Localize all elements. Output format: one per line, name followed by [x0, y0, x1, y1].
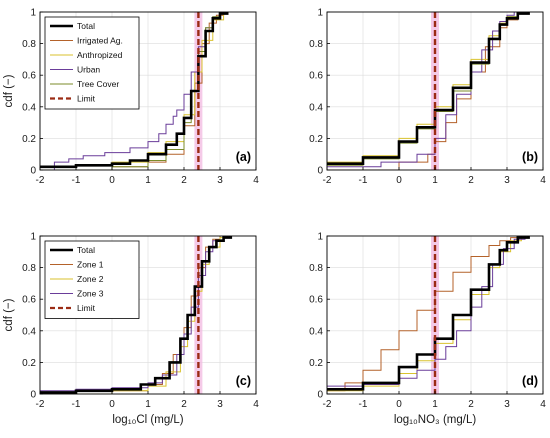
series-line-urban	[327, 12, 515, 168]
x-tick-label: 3	[217, 175, 223, 186]
panel-d: -2 -1 0 1 2 3 4 0 0.2 0.4 0.6 0.8 1 (d) log₁₀NO₃ (mg/L…	[309, 232, 546, 427]
y-tick-label: 0.2	[22, 134, 36, 145]
x-tick-label: -1	[72, 175, 81, 186]
y-tick-label: 0.6	[309, 295, 323, 306]
x-tick-label: 1	[145, 175, 151, 186]
series-group	[40, 236, 233, 394]
series-line-urban	[40, 12, 221, 170]
y-tick-label: 0.6	[22, 295, 36, 306]
y-tick-label: 1	[317, 8, 323, 19]
y-axis-label: cdf (−)	[3, 298, 15, 331]
legend-label-limit: Limit	[77, 303, 96, 313]
x-tick-label: -1	[359, 399, 368, 410]
x-tick-label: 0	[396, 399, 402, 410]
legend-label-urban: Urban	[77, 65, 100, 75]
x-tick-label: 3	[504, 399, 510, 410]
y-tick-label: 0.2	[309, 358, 323, 369]
y-tick-label: 0.6	[309, 71, 323, 82]
x-tick-label: -2	[36, 399, 45, 410]
panel-label: (a)	[236, 150, 251, 164]
x-tick-label: -2	[36, 175, 45, 186]
x-tick-label: 2	[468, 175, 474, 186]
x-axis-label: log₁₀Cl (mg/L)	[112, 414, 183, 426]
legend-label-limit: Limit	[77, 94, 96, 104]
x-tick-label: 0	[396, 175, 402, 186]
y-tick-label: 0.8	[22, 263, 36, 274]
series-line-total	[327, 236, 530, 391]
y-tick-label: 0	[317, 166, 323, 177]
limit-band	[431, 236, 439, 394]
panel-label: (b)	[522, 150, 538, 164]
x-tick-label: 1	[432, 175, 438, 186]
legend-label-irrigated: Irrigated Ag.	[77, 36, 123, 46]
series-line-total	[40, 236, 233, 394]
legend-label-tree: Tree Cover	[77, 79, 119, 89]
series-line-irrigated	[327, 12, 530, 170]
y-tick-label: 0.8	[22, 39, 36, 50]
legend-box	[44, 16, 140, 110]
y-tick-label: 0.2	[309, 134, 323, 145]
legend-label-total: Total	[77, 245, 95, 255]
series-group	[40, 12, 229, 170]
y-tick-label: 1	[317, 232, 323, 243]
legend-label-zone2: Zone 2	[77, 274, 104, 284]
x-tick-label: -2	[323, 175, 332, 186]
x-tick-label: 0	[109, 175, 115, 186]
x-tick-label: 2	[181, 175, 187, 186]
legend: Total Irrigated Ag. Anthropized Urban Tree C…	[44, 16, 140, 110]
y-tick-label: 0.8	[309, 263, 323, 274]
x-tick-label: 2	[468, 399, 474, 410]
y-tick-label: 0.4	[309, 102, 323, 113]
x-tick-label: 4	[253, 175, 259, 186]
legend-label-zone3: Zone 3	[77, 289, 104, 299]
y-axis-label: cdf (−)	[3, 74, 15, 107]
limit-band	[194, 236, 203, 394]
x-tick-label: 4	[540, 175, 546, 186]
y-tick-label: 1	[30, 8, 36, 19]
legend-box	[44, 240, 140, 319]
x-tick-label: 1	[145, 399, 151, 410]
x-tick-label: 3	[217, 399, 223, 410]
legend-label-total: Total	[77, 21, 95, 31]
legend-label-zone1: Zone 1	[77, 260, 104, 270]
x-tick-label: 4	[253, 399, 259, 410]
x-tick-label: 3	[504, 175, 510, 186]
limit-band	[431, 12, 439, 170]
y-tick-label: 0	[30, 390, 36, 401]
x-tick-label: -2	[323, 399, 332, 410]
y-tick-label: 1	[30, 232, 36, 243]
panel-label: (c)	[236, 374, 251, 388]
x-tick-label: 1	[432, 399, 438, 410]
panel-b: -2 -1 0 1 2 3 4 0 0.2 0.4 0.6 0.8 1 (b)	[309, 8, 546, 187]
y-tick-label: 0.6	[22, 71, 36, 82]
series-line-total	[327, 12, 530, 165]
x-tick-label: 2	[181, 399, 187, 410]
series-group	[327, 12, 530, 170]
legend-label-anthropized: Anthropized	[77, 50, 123, 60]
y-tick-label: 0	[30, 166, 36, 177]
x-tick-label: -1	[72, 399, 81, 410]
y-tick-label: 0.4	[309, 326, 323, 337]
y-tick-label: 0	[317, 390, 323, 401]
panel-label: (d)	[522, 374, 538, 388]
y-tick-label: 0.2	[22, 358, 36, 369]
series-line-total	[40, 12, 229, 169]
panel-c: -2 -1 0 1 2 3 4 0 0.2 0.4 0.6 0.8 1 (c) cdf (−) log₁₀Cl…	[3, 232, 259, 427]
x-tick-label: 4	[540, 399, 546, 410]
y-tick-label: 0.8	[309, 39, 323, 50]
legend: Total Zone 1 Zone 2 Zone 3 Limit	[44, 240, 140, 319]
x-axis-label: log₁₀NO₃ (mg/L)	[394, 414, 477, 426]
x-tick-label: -1	[359, 175, 368, 186]
y-tick-label: 0.4	[22, 102, 36, 113]
y-tick-label: 0.4	[22, 326, 36, 337]
panel-a: -2 -1 0 1 2 3 4 0 0.2 0.4 0.6 0.8 1 (a) cdf (−) Total Ir…	[3, 8, 259, 187]
x-tick-label: 0	[109, 399, 115, 410]
